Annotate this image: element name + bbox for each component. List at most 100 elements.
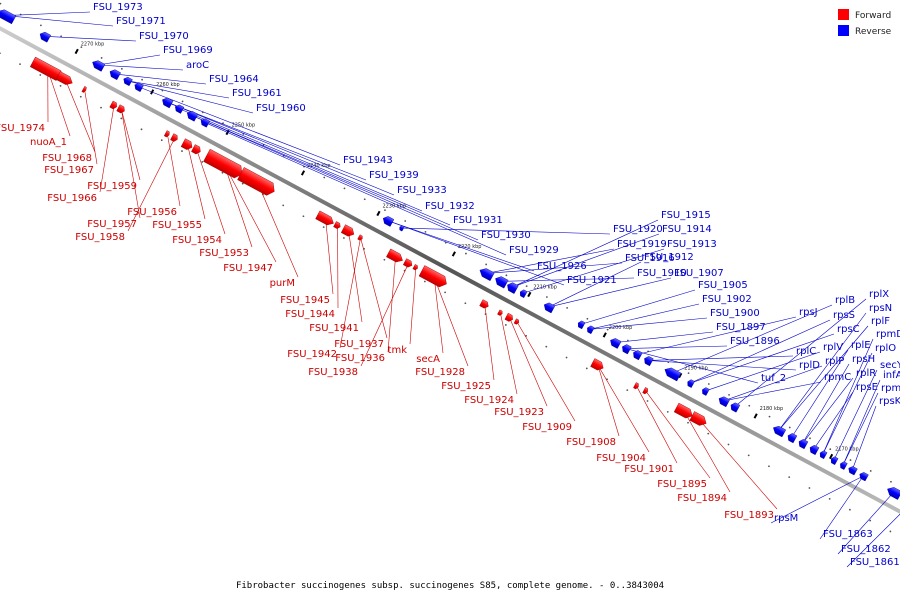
forward-gene-label[interactable]: FSU_1909 bbox=[522, 422, 572, 433]
forward-gene-label[interactable]: FSU_1966 bbox=[47, 193, 97, 204]
track-dot bbox=[728, 393, 730, 396]
reverse-gene-label[interactable]: rplB bbox=[835, 295, 855, 306]
reverse-gene-label[interactable]: rpsS bbox=[833, 310, 855, 321]
forward-gene-label[interactable]: FSU_1908 bbox=[566, 437, 616, 448]
reverse-gene-label[interactable]: FSU_1964 bbox=[209, 74, 259, 85]
forward-gene-label[interactable]: FSU_1947 bbox=[223, 263, 273, 274]
forward-gene-label[interactable]: FSU_1923 bbox=[494, 407, 544, 418]
reverse-gene-label[interactable]: FSU_1961 bbox=[232, 88, 282, 99]
forward-gene-label[interactable]: FSU_1967 bbox=[44, 165, 94, 176]
forward-gene-label[interactable]: FSU_1937 bbox=[334, 339, 384, 350]
reverse-gene-label[interactable]: rpsC bbox=[837, 324, 860, 335]
forward-gene-label[interactable]: FSU_1968 bbox=[42, 153, 92, 164]
reverse-gene-label[interactable]: rpsK bbox=[879, 396, 900, 407]
forward-gene-label[interactable]: FSU_1956 bbox=[127, 207, 177, 218]
reverse-gene-label[interactable]: FSU_1920 bbox=[613, 224, 663, 235]
reverse-gene-label[interactable]: FSU_1926 bbox=[537, 261, 587, 272]
reverse-gene-label[interactable]: FSU_1896 bbox=[730, 336, 780, 347]
reverse-gene-label[interactable]: FSU_1933 bbox=[397, 185, 447, 196]
reverse-gene-label[interactable]: FSU_1913 bbox=[667, 239, 717, 250]
reverse-gene-label[interactable]: rpsM bbox=[774, 513, 798, 524]
reverse-gene-label[interactable]: FSU_1919 bbox=[617, 239, 667, 250]
reverse-gene-label[interactable]: FSU_1910 bbox=[637, 268, 687, 279]
reverse-gene-label[interactable]: rplV bbox=[823, 342, 843, 353]
reverse-gene-label[interactable]: FSU_1931 bbox=[453, 215, 503, 226]
reverse-gene-label[interactable]: FSU_1970 bbox=[139, 31, 189, 42]
reverse-gene-label[interactable]: FSU_1939 bbox=[369, 170, 419, 181]
reverse-gene-label[interactable]: rpmD bbox=[876, 329, 900, 340]
reverse-gene-label[interactable]: rplR bbox=[856, 368, 876, 379]
reverse-gene-label[interactable]: FSU_1862 bbox=[841, 544, 891, 555]
reverse-gene bbox=[587, 325, 595, 335]
forward-gene-label[interactable]: FSU_1957 bbox=[87, 219, 137, 230]
forward-gene-label[interactable]: FSU_1941 bbox=[309, 323, 359, 334]
reverse-gene-label[interactable]: rplE bbox=[851, 340, 871, 351]
reverse-gene-label[interactable]: FSU_1960 bbox=[256, 103, 306, 114]
reverse-gene-label[interactable]: aroC bbox=[186, 60, 209, 71]
reverse-gene-label[interactable]: FSU_1932 bbox=[425, 201, 475, 212]
reverse-gene-label[interactable]: rplX bbox=[869, 289, 889, 300]
forward-gene-label[interactable]: FSU_1895 bbox=[657, 479, 707, 490]
forward-gene-label[interactable]: FSU_1904 bbox=[596, 453, 646, 464]
forward-gene-label[interactable]: FSU_1953 bbox=[199, 248, 249, 259]
forward-gene-label[interactable]: tmk bbox=[388, 345, 408, 356]
forward-gene-label[interactable]: FSU_1945 bbox=[280, 295, 330, 306]
reverse-gene-label[interactable]: secY bbox=[880, 360, 900, 371]
reverse-gene-label[interactable]: FSU_1863 bbox=[823, 529, 873, 540]
reverse-gene-label[interactable]: FSU_1921 bbox=[567, 275, 617, 286]
reverse-gene-label[interactable]: FSU_1861 bbox=[850, 557, 900, 568]
forward-gene-label[interactable]: FSU_1955 bbox=[152, 220, 202, 231]
reverse-gene-label[interactable]: rpmJ bbox=[881, 383, 900, 394]
track-dot bbox=[100, 57, 103, 59]
reverse-gene-label[interactable]: infA bbox=[883, 370, 900, 381]
forward-gene-label[interactable]: FSU_1936 bbox=[335, 353, 385, 364]
reverse-gene-label[interactable]: rpsN bbox=[869, 303, 892, 314]
forward-gene-label[interactable]: FSU_1894 bbox=[677, 493, 727, 504]
reverse-gene-label[interactable]: FSU_1915 bbox=[661, 210, 711, 221]
reverse-gene-label[interactable]: rplC bbox=[796, 346, 816, 357]
reverse-gene-label[interactable]: FSU_1907 bbox=[674, 268, 724, 279]
forward-gene-label[interactable]: FSU_1954 bbox=[172, 235, 222, 246]
reverse-gene-label[interactable]: FSU_1916 bbox=[625, 253, 675, 264]
forward-gene-label[interactable]: secA bbox=[416, 354, 440, 365]
forward-gene bbox=[633, 382, 639, 390]
reverse-gene-label[interactable]: rplF bbox=[871, 316, 890, 327]
forward-gene-label[interactable]: FSU_1928 bbox=[415, 367, 465, 378]
reverse-gene-label[interactable]: rpsH bbox=[852, 354, 875, 365]
forward-gene-label[interactable]: FSU_1944 bbox=[285, 309, 335, 320]
reverse-gene-label[interactable]: FSU_1973 bbox=[93, 2, 143, 13]
reverse-gene-label[interactable]: FSU_1900 bbox=[710, 308, 760, 319]
forward-gene-label[interactable]: FSU_1925 bbox=[441, 381, 491, 392]
forward-gene-label[interactable]: FSU_1938 bbox=[308, 367, 358, 378]
reverse-gene-label[interactable]: rplO bbox=[875, 343, 896, 354]
forward-gene-label[interactable]: FSU_1974 bbox=[0, 123, 45, 134]
ruler-tick-label: 2250 kbp bbox=[232, 122, 256, 128]
reverse-gene-label[interactable]: rplD bbox=[799, 360, 820, 371]
reverse-gene-label[interactable]: FSU_1914 bbox=[662, 224, 712, 235]
label-leader-line bbox=[837, 492, 894, 555]
forward-gene-label[interactable]: nuoA_1 bbox=[30, 137, 67, 148]
reverse-gene-label[interactable]: rpmC bbox=[824, 372, 851, 383]
forward-gene-label[interactable]: FSU_1924 bbox=[464, 395, 514, 406]
track-dot bbox=[100, 106, 102, 109]
forward-gene-label[interactable]: FSU_1958 bbox=[75, 232, 125, 243]
forward-gene-label[interactable]: FSU_1901 bbox=[624, 464, 674, 475]
reverse-gene-label[interactable]: rpsJ bbox=[799, 307, 818, 318]
reverse-gene-label[interactable]: FSU_1969 bbox=[163, 45, 213, 56]
reverse-gene-label[interactable]: FSU_1971 bbox=[116, 16, 166, 27]
label-leader-line bbox=[47, 69, 71, 137]
reverse-gene-label[interactable]: FSU_1943 bbox=[343, 155, 393, 166]
reverse-gene-label[interactable]: rpsE bbox=[856, 382, 878, 393]
forward-gene-label[interactable]: FSU_1942 bbox=[287, 349, 337, 360]
reverse-gene-label[interactable]: FSU_1930 bbox=[481, 230, 531, 241]
reverse-gene-label[interactable]: FSU_1929 bbox=[509, 245, 559, 256]
reverse-gene-label[interactable]: FSU_1912 bbox=[644, 252, 694, 263]
reverse-gene-label[interactable]: tuf_2 bbox=[761, 373, 786, 384]
forward-gene-label[interactable]: FSU_1959 bbox=[87, 181, 137, 192]
forward-gene-label[interactable]: FSU_1893 bbox=[724, 510, 774, 521]
reverse-gene-label[interactable]: FSU_1897 bbox=[716, 322, 766, 333]
reverse-gene-label[interactable]: FSU_1905 bbox=[698, 280, 748, 291]
reverse-gene-label[interactable]: FSU_1902 bbox=[702, 294, 752, 305]
reverse-gene-label[interactable]: rplP bbox=[825, 356, 844, 367]
forward-gene-label[interactable]: purM bbox=[270, 278, 295, 289]
